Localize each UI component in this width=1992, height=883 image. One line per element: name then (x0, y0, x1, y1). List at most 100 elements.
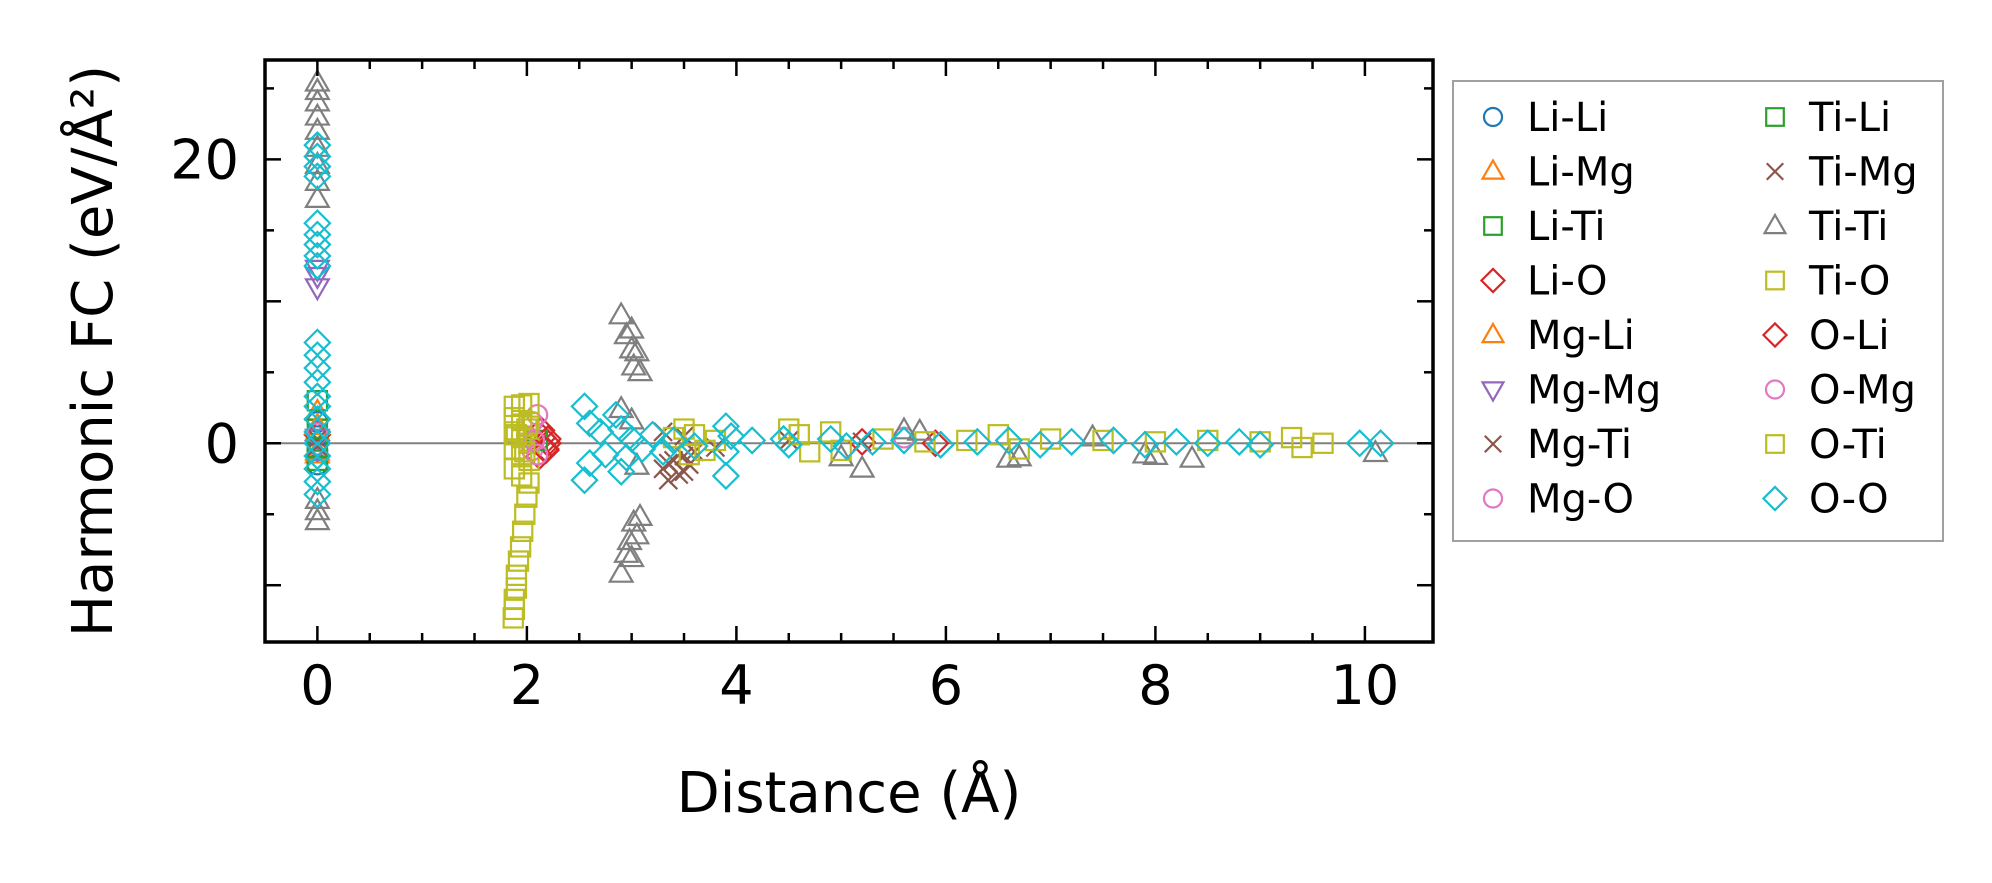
data-point (618, 335, 645, 359)
legend-marker (1483, 434, 1503, 454)
legend-marker (1483, 216, 1503, 236)
data-point (680, 431, 709, 461)
legend-label: Mg-Ti (1527, 422, 1632, 468)
data-point (586, 417, 615, 447)
data-point (531, 436, 560, 465)
data-point (514, 441, 536, 463)
data-point (620, 508, 648, 532)
data-point (304, 259, 331, 283)
data-point (658, 470, 679, 490)
legend-marker (1482, 488, 1504, 509)
data-point (774, 430, 803, 459)
legend-marker (1764, 379, 1786, 400)
data-point (1193, 429, 1222, 458)
data-point (303, 480, 332, 509)
legend-label: Li-Ti (1527, 204, 1605, 250)
data-point (526, 443, 549, 466)
legend-item: O-O (1761, 477, 1889, 523)
data-point (995, 444, 1023, 468)
legend-item: O-Mg (1764, 368, 1916, 414)
x-tick-label: 6 (929, 654, 963, 717)
data-point (303, 241, 332, 271)
data-point (304, 77, 331, 101)
data-point (303, 251, 332, 280)
legend-label: Ti-Ti (1808, 204, 1888, 250)
series-o-ti (505, 418, 538, 463)
data-point (1249, 431, 1271, 453)
legend-item: Li-Li (1482, 95, 1608, 141)
data-point (575, 409, 604, 438)
legend-label: O-Mg (1809, 368, 1916, 414)
data-point (516, 418, 538, 440)
legend-marker (1765, 162, 1785, 181)
x-axis-label: Distance (Å) (677, 760, 1022, 826)
data-point (816, 424, 845, 454)
data-point (303, 142, 332, 171)
legend-item: O-Ti (1765, 422, 1887, 468)
tick-labels: 0 2 4 6 8 10 0 20 (170, 128, 1399, 717)
legend-marker (1765, 270, 1785, 291)
data-point (304, 88, 331, 112)
data-point (1099, 426, 1128, 455)
data-point (1092, 429, 1114, 452)
data-point (510, 394, 533, 416)
data-point (510, 465, 533, 487)
data-point (1197, 429, 1219, 452)
data-point (1130, 430, 1160, 459)
data-point (304, 497, 331, 521)
y-tick-label: 20 (170, 128, 239, 191)
data-point (304, 116, 331, 140)
legend-item: O-Li (1761, 313, 1889, 359)
data-point (1039, 428, 1062, 450)
data-point (711, 461, 741, 491)
data-point (516, 486, 538, 508)
data-point (570, 466, 599, 495)
data-point (307, 436, 328, 456)
data-point (737, 426, 767, 455)
data-point (799, 441, 821, 463)
data-point (620, 352, 648, 376)
data-point (607, 559, 635, 583)
data-point (847, 427, 877, 457)
data-point (505, 564, 528, 586)
data-point (303, 162, 332, 191)
plot-area (265, 68, 1433, 629)
legend-label: Li-O (1527, 259, 1607, 305)
data-point (987, 424, 1009, 446)
plot-frame (263, 58, 1435, 644)
data-point (518, 472, 540, 494)
data-point (1057, 427, 1086, 457)
legend-item: Mg-Ti (1483, 422, 1632, 468)
data-point (304, 133, 331, 157)
data-point (848, 454, 876, 478)
legend: Li-Li Li-Mg Li-Ti Li-O Mg-Li Mg-Mg Mg-Ti Mg-O Ti… (1452, 80, 1944, 542)
data-point (570, 392, 599, 421)
x-tick-label: 4 (719, 654, 753, 717)
legend-label: Li-Li (1527, 95, 1608, 141)
axis-ticks (265, 60, 1433, 642)
x-tick-label: 8 (1138, 654, 1172, 717)
legend-marker (1765, 107, 1785, 127)
legend-label: Li-Mg (1527, 150, 1635, 196)
legend-marker (1482, 106, 1504, 128)
legend-label: Ti-Li (1808, 95, 1891, 141)
legend-marker (1765, 434, 1785, 454)
y-axis-label: Harmonic FC (eV/Å²) (60, 65, 126, 637)
data-point (304, 68, 331, 92)
data-point (503, 395, 526, 418)
data-point (303, 382, 332, 411)
data-point (303, 230, 332, 259)
legend-item: Li-Mg (1480, 150, 1635, 196)
data-point (926, 430, 955, 459)
data-point (304, 184, 331, 209)
data-point (890, 416, 918, 440)
data-point (956, 429, 978, 452)
legend-item: Mg-Li (1480, 313, 1635, 359)
legend-label: O-Li (1809, 313, 1889, 359)
data-point (303, 220, 332, 249)
data-point (1345, 429, 1374, 458)
data-point (518, 392, 540, 415)
x-tick-label: 0 (300, 654, 334, 717)
data-point (613, 321, 640, 345)
